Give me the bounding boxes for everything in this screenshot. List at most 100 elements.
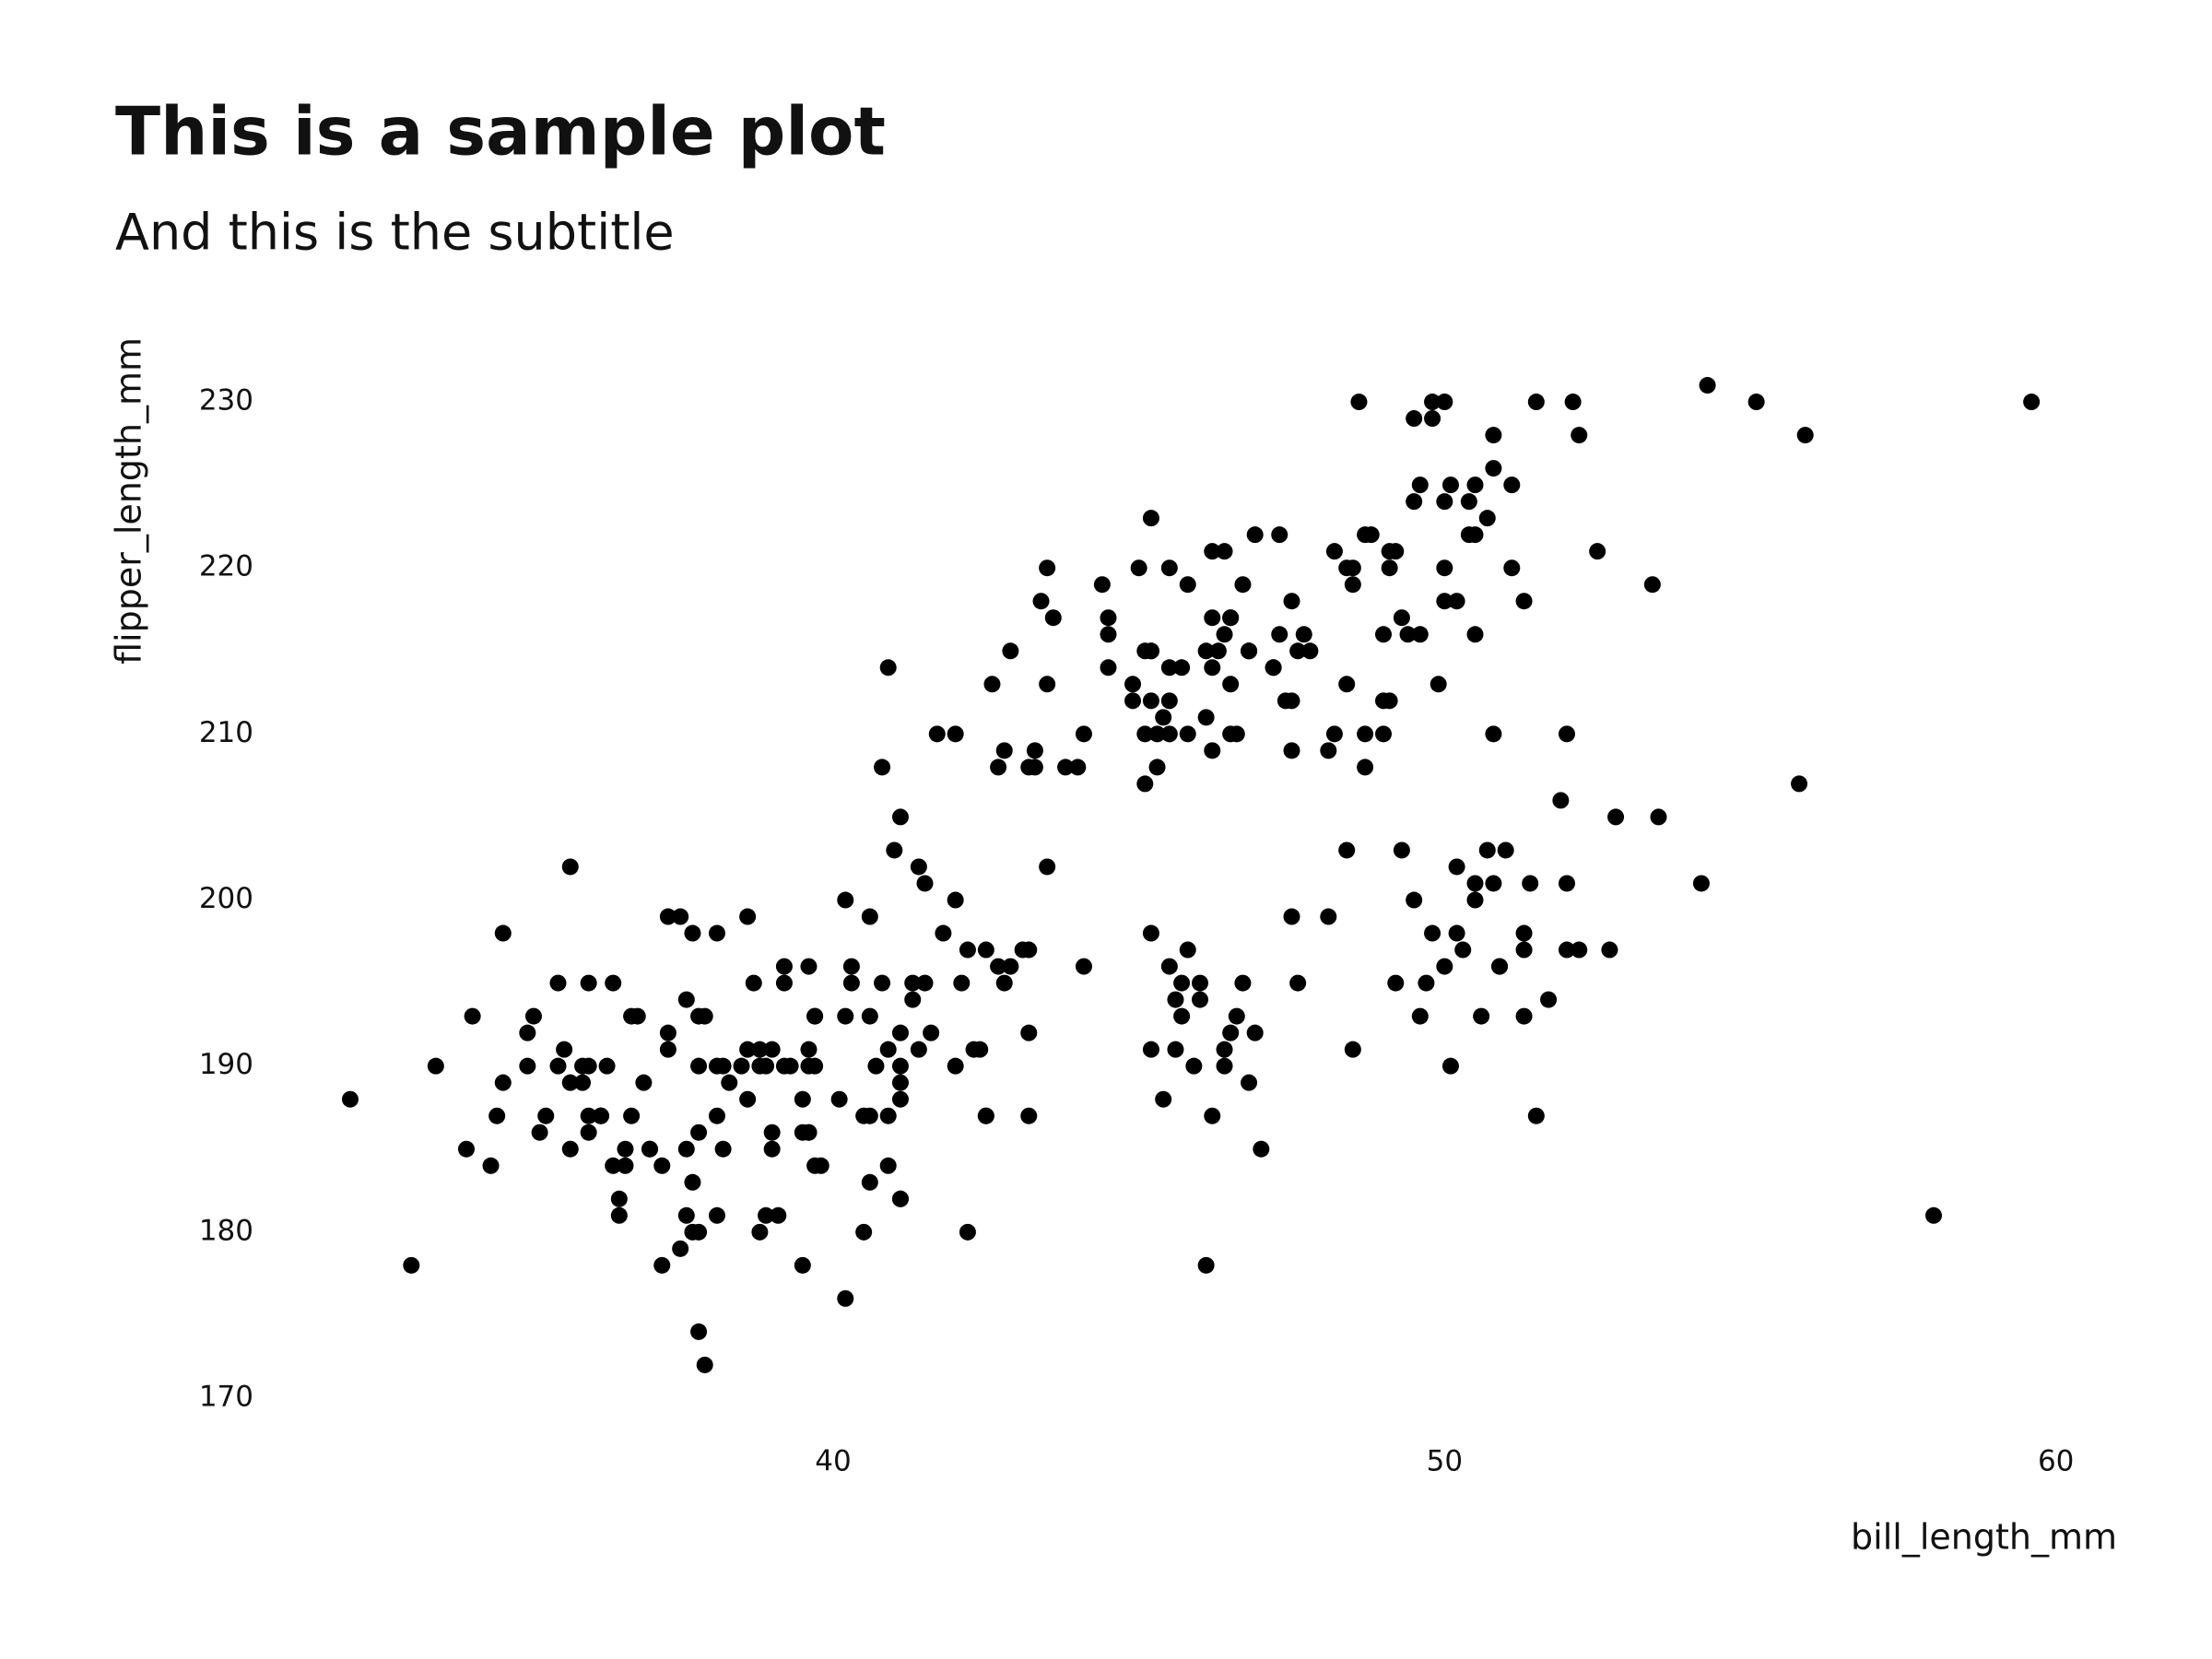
point (1527, 394, 1545, 411)
point (739, 908, 757, 925)
point (1160, 725, 1178, 743)
point (1039, 676, 1056, 693)
point (1559, 941, 1575, 959)
point (891, 808, 909, 826)
point (1289, 642, 1307, 660)
point (684, 1223, 701, 1241)
point (1448, 924, 1465, 942)
point (1699, 377, 1716, 394)
point (1559, 725, 1575, 743)
point (1375, 626, 1392, 643)
point (1424, 924, 1441, 942)
point (677, 991, 695, 1008)
point (623, 1107, 641, 1124)
point (904, 974, 922, 992)
point (1148, 725, 1166, 743)
point (806, 1157, 824, 1174)
point (524, 1007, 542, 1025)
point (690, 1007, 708, 1025)
point (904, 991, 922, 1008)
point (1424, 410, 1441, 428)
point (1411, 477, 1429, 494)
point (1406, 493, 1423, 511)
point (1179, 725, 1196, 743)
point (677, 1140, 695, 1158)
point (947, 725, 964, 743)
point (1344, 559, 1361, 577)
point (714, 1057, 732, 1075)
point (519, 1057, 536, 1075)
point (1325, 725, 1343, 743)
point (1460, 526, 1477, 544)
point (867, 1057, 885, 1075)
point (690, 1124, 708, 1141)
point (1344, 1041, 1361, 1058)
point (842, 958, 860, 975)
point (1497, 841, 1514, 859)
point (806, 1007, 824, 1025)
y-tick-label: 180 (199, 1214, 253, 1247)
point (995, 974, 1013, 992)
point (1441, 1057, 1459, 1075)
point (1375, 725, 1392, 743)
point (751, 1223, 769, 1241)
point (842, 974, 860, 992)
point (1430, 676, 1447, 693)
point (983, 676, 1001, 693)
point (684, 1173, 701, 1191)
y-tick-label: 200 (199, 882, 253, 915)
point (561, 1140, 579, 1158)
point (708, 1107, 725, 1124)
x-tick-label: 60 (2038, 1445, 2074, 1478)
point (580, 1107, 597, 1124)
point (1216, 1041, 1233, 1058)
point (886, 841, 903, 859)
point (1375, 692, 1392, 710)
point (1032, 593, 1050, 610)
point (482, 1157, 500, 1174)
point (1338, 841, 1356, 859)
point (1747, 394, 1765, 411)
point (1283, 742, 1300, 759)
point (1283, 908, 1300, 925)
point (690, 1057, 708, 1075)
point (891, 1090, 909, 1108)
point (1039, 858, 1056, 876)
point (916, 875, 934, 892)
point (1466, 891, 1484, 909)
point (1571, 427, 1588, 444)
point (1020, 1024, 1038, 1041)
point (1160, 659, 1178, 677)
point (1362, 526, 1380, 544)
point (758, 1206, 775, 1224)
point (1692, 875, 1710, 892)
point (891, 1057, 909, 1075)
point (745, 974, 762, 992)
point (1436, 958, 1453, 975)
y-tick-label: 220 (199, 550, 253, 583)
point (775, 958, 793, 975)
point (879, 1157, 897, 1174)
point (1393, 609, 1410, 627)
point (1185, 1057, 1203, 1075)
point (659, 1041, 677, 1058)
point (1216, 626, 1233, 643)
point (733, 1057, 750, 1075)
point (1478, 510, 1496, 527)
y-tick-label: 190 (199, 1048, 253, 1081)
point (1197, 1256, 1215, 1274)
point (1515, 941, 1533, 959)
point (494, 924, 512, 942)
point (1338, 676, 1356, 693)
point (990, 958, 1007, 975)
point (891, 1074, 909, 1091)
point (617, 1140, 634, 1158)
point (1155, 1090, 1172, 1108)
point (910, 858, 927, 876)
point (977, 941, 994, 959)
point (1350, 394, 1368, 411)
point (1448, 593, 1465, 610)
point (488, 1107, 506, 1124)
point (1527, 1107, 1545, 1124)
